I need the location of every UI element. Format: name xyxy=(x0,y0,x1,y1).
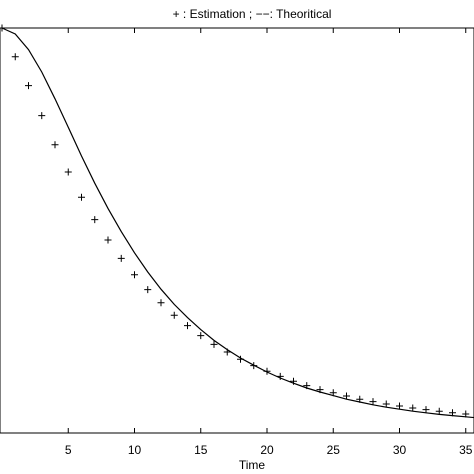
estimation-marker xyxy=(223,348,231,356)
estimation-marker xyxy=(38,112,46,120)
estimation-marker xyxy=(462,410,470,418)
estimation-marker xyxy=(144,286,152,294)
x-axis-ticks xyxy=(67,28,467,433)
x-axis-label: Time xyxy=(239,458,266,472)
x-tick-label: 15 xyxy=(194,443,208,457)
estimation-marker xyxy=(449,409,456,417)
estimation-marker xyxy=(369,398,377,406)
x-tick-label: 30 xyxy=(393,443,407,457)
estimation-marker xyxy=(210,340,218,348)
estimation-marker xyxy=(51,141,59,149)
estimation-marker xyxy=(237,355,244,363)
estimation-marker xyxy=(290,377,297,385)
chart-title: + : Estimation ; −−: Theoritical xyxy=(173,7,332,21)
x-tick-label: 20 xyxy=(260,443,274,457)
estimation-marker xyxy=(263,367,271,375)
estimation-marker xyxy=(184,322,191,330)
series-markers-estimation xyxy=(0,24,470,418)
series-line-theoritical xyxy=(1,27,474,419)
estimation-marker xyxy=(170,311,178,319)
x-tick-label: 35 xyxy=(459,443,473,457)
estimation-marker xyxy=(303,382,311,390)
x-tick-label: 10 xyxy=(128,443,142,457)
estimation-marker xyxy=(78,193,85,201)
estimation-marker xyxy=(316,386,324,394)
x-axis-tick-labels: 5 10 15 20 25 30 35 xyxy=(65,443,473,457)
estimation-marker xyxy=(131,271,138,279)
estimation-marker xyxy=(356,395,364,403)
estimation-marker xyxy=(104,236,112,244)
x-tick-label: 5 xyxy=(65,443,72,457)
estimation-marker xyxy=(329,389,337,397)
estimation-marker xyxy=(250,362,258,370)
estimation-marker xyxy=(409,404,417,412)
x-tick-label: 25 xyxy=(327,443,341,457)
estimation-marker xyxy=(117,254,125,262)
estimation-marker xyxy=(157,299,165,307)
estimation-marker xyxy=(343,392,350,400)
estimation-marker xyxy=(422,406,430,414)
estimation-marker xyxy=(382,400,390,408)
estimation-marker xyxy=(276,372,284,380)
estimation-marker xyxy=(91,216,99,224)
estimation-marker xyxy=(0,24,6,32)
estimation-marker xyxy=(64,168,72,176)
estimation-marker xyxy=(11,53,19,61)
estimation-marker xyxy=(396,402,403,410)
estimation-marker xyxy=(25,82,32,90)
plot-frame xyxy=(0,27,474,434)
estimation-marker xyxy=(197,332,205,340)
estimation-marker xyxy=(435,407,443,415)
